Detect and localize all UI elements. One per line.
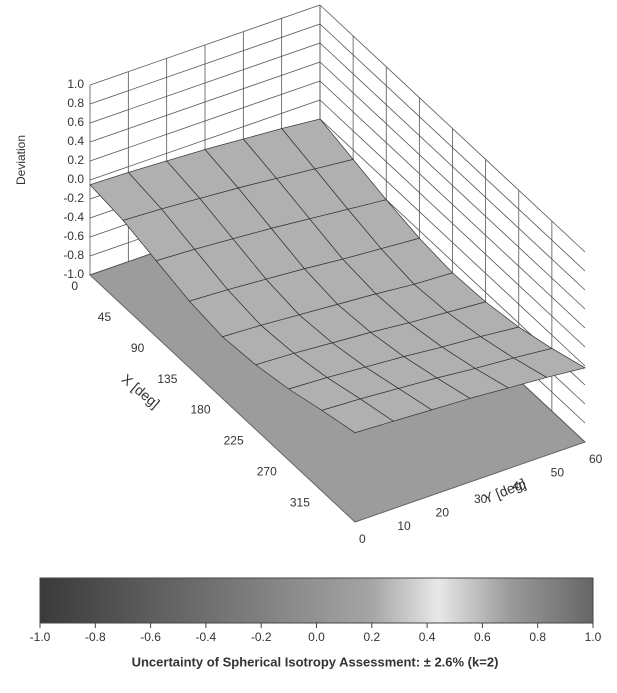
z-tick-label: 0.4 [67, 134, 84, 148]
z-tick-label: 0.0 [67, 172, 84, 186]
colorbar-tick-label: -0.6 [140, 630, 161, 644]
x-tick-label: 180 [190, 403, 210, 417]
colorbar-caption: Uncertainty of Spherical Isotropy Assess… [132, 654, 499, 669]
colorbar-tick-label: 0.8 [529, 630, 546, 644]
x-tick-label: 270 [257, 464, 277, 478]
colorbar-tick-label: -1.0 [30, 630, 51, 644]
x-tick-label: 135 [157, 372, 177, 386]
z-tick-label: -0.4 [63, 210, 84, 224]
colorbar-tick-label: 0.4 [419, 630, 436, 644]
y-tick-label: 60 [589, 452, 603, 466]
colorbar-tick-label: 0.6 [474, 630, 491, 644]
y-tick-label: 10 [397, 519, 411, 533]
x-tick-label: 0 [71, 279, 78, 293]
x-tick-label: 45 [98, 310, 112, 324]
z-tick-label: -0.2 [63, 191, 84, 205]
colorbar-tick-label: 1.0 [585, 630, 602, 644]
x-tick-label: 90 [131, 341, 145, 355]
x-tick-label: 225 [224, 434, 244, 448]
z-tick-label: -0.8 [63, 248, 84, 262]
x-axis-title: X [deg] [119, 371, 163, 412]
z-tick-label: 1.0 [67, 77, 84, 91]
y-tick-label: 40 [512, 479, 526, 493]
y-tick-label: 20 [436, 506, 450, 520]
colorbar-tick-label: -0.2 [251, 630, 272, 644]
z-tick-label: 0.6 [67, 115, 84, 129]
z-axis-title: Deviation [14, 135, 28, 185]
surface-cell [321, 398, 395, 434]
z-tick-label: 0.8 [67, 96, 84, 110]
colorbar-tick-label: 0.2 [363, 630, 380, 644]
y-tick-label: 30 [474, 492, 488, 506]
z-tick-label: -0.6 [63, 229, 84, 243]
y-tick-label: 0 [359, 532, 366, 546]
y-tick-label: 50 [551, 466, 565, 480]
z-tick-label: 0.2 [67, 153, 84, 167]
x-tick-label: 315 [290, 495, 310, 509]
colorbar-tick-label: -0.8 [85, 630, 106, 644]
z-tick-label: -1.0 [63, 267, 84, 281]
colorbar [39, 577, 594, 624]
colorbar-tick-label: -0.4 [196, 630, 217, 644]
colorbar-tick-label: 0.0 [308, 630, 325, 644]
